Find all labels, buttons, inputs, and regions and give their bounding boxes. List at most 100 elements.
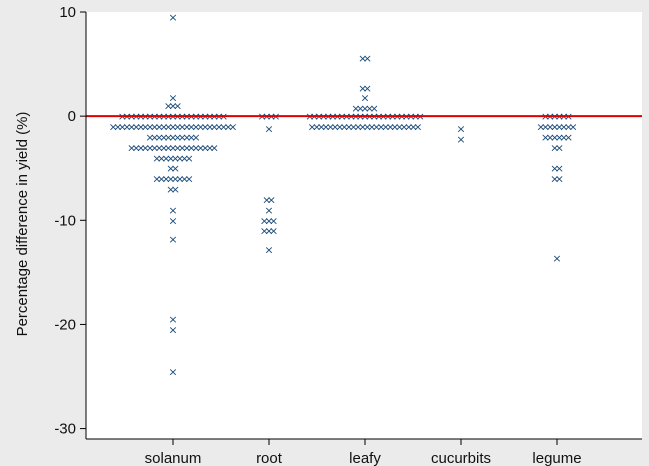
data-point-solanum: × [171, 173, 180, 186]
data-point-leafy: × [381, 121, 390, 134]
data-point-solanum: × [166, 173, 175, 186]
data-point-leafy: × [360, 91, 369, 104]
data-point-legume: × [564, 121, 573, 134]
data-point-root: × [267, 194, 276, 207]
data-point-legume: × [555, 131, 564, 144]
data-point-leafy: × [376, 121, 385, 134]
data-point-solanum: × [164, 100, 173, 113]
data-point-solanum: × [184, 173, 193, 186]
data-point-solanum: × [132, 121, 141, 134]
data-point-solanum: × [168, 121, 177, 134]
data-point-solanum: × [150, 141, 159, 154]
data-point-leafy: × [353, 121, 362, 134]
data-point-solanum: × [152, 152, 161, 165]
data-point-solanum: × [157, 173, 166, 186]
data-point-solanum: × [182, 131, 191, 144]
data-point-legume: × [550, 141, 559, 154]
data-point-cucurbits: × [456, 123, 465, 136]
data-point-solanum: × [210, 141, 219, 154]
data-point-leafy: × [358, 82, 367, 95]
data-point-solanum: × [168, 91, 177, 104]
data-point-legume: × [550, 162, 559, 175]
data-point-solanum: × [173, 121, 182, 134]
data-point-solanum: × [191, 121, 200, 134]
data-point-root: × [260, 214, 269, 227]
data-point-solanum: × [159, 131, 168, 144]
data-point-solanum: × [145, 131, 154, 144]
data-point-solanum: × [173, 100, 182, 113]
data-point-legume: × [550, 121, 559, 134]
data-point-leafy: × [326, 121, 335, 134]
data-point-solanum: × [168, 131, 177, 144]
data-point-solanum: × [191, 141, 200, 154]
data-point-root: × [269, 214, 278, 227]
data-point-solanum: × [214, 121, 223, 134]
data-point-solanum: × [155, 141, 164, 154]
y-tick-label: -10 [54, 212, 76, 229]
data-point-solanum: × [164, 121, 173, 134]
data-point-leafy: × [365, 102, 374, 115]
data-point-leafy: × [390, 121, 399, 134]
data-point-solanum: × [150, 121, 159, 134]
data-point-solanum: × [201, 121, 210, 134]
data-point-leafy: × [307, 121, 316, 134]
data-point-solanum: × [152, 173, 161, 186]
data-point-solanum: × [205, 141, 214, 154]
data-point-legume: × [550, 131, 559, 144]
data-point-solanum: × [109, 121, 118, 134]
data-point-solanum: × [136, 141, 145, 154]
data-point-solanum: × [168, 141, 177, 154]
data-point-solanum: × [127, 121, 136, 134]
data-point-solanum: × [168, 233, 177, 246]
data-point-leafy: × [386, 121, 395, 134]
data-point-legume: × [550, 173, 559, 186]
data-point-solanum: × [136, 121, 145, 134]
data-point-solanum: × [178, 121, 187, 134]
data-point-leafy: × [330, 121, 339, 134]
data-point-solanum: × [166, 162, 175, 175]
data-point-solanum: × [175, 152, 184, 165]
data-point-solanum: × [210, 121, 219, 134]
data-point-solanum: × [164, 141, 173, 154]
data-point-solanum: × [166, 183, 175, 196]
data-point-root: × [260, 225, 269, 238]
data-point-leafy: × [367, 121, 376, 134]
data-point-solanum: × [184, 152, 193, 165]
data-point-solanum: × [122, 121, 131, 134]
data-point-legume: × [564, 131, 573, 144]
data-point-solanum: × [168, 100, 177, 113]
data-point-cucurbits: × [456, 133, 465, 146]
data-point-root: × [264, 244, 273, 257]
x-tick-label-solanum: solanum [145, 450, 202, 466]
data-point-legume: × [555, 141, 564, 154]
data-point-solanum: × [180, 152, 189, 165]
data-point-solanum: × [168, 11, 177, 24]
x-tick-label-leafy: leafy [349, 450, 381, 466]
data-point-root: × [262, 194, 271, 207]
data-point-leafy: × [372, 121, 381, 134]
data-point-legume: × [541, 121, 550, 134]
data-point-leafy: × [317, 121, 326, 134]
data-point-solanum: × [155, 121, 164, 134]
data-point-solanum: × [161, 173, 170, 186]
data-point-leafy: × [358, 121, 367, 134]
data-point-leafy: × [363, 52, 372, 65]
data-point-solanum: × [161, 152, 170, 165]
data-point-leafy: × [358, 52, 367, 65]
data-point-root: × [269, 225, 278, 238]
data-point-solanum: × [118, 121, 127, 134]
data-point-solanum: × [164, 131, 173, 144]
data-point-solanum: × [178, 131, 187, 144]
y-tick-label: -30 [54, 421, 76, 438]
data-point-solanum: × [182, 121, 191, 134]
data-point-leafy: × [340, 121, 349, 134]
data-point-solanum: × [173, 141, 182, 154]
data-point-leafy: × [344, 121, 353, 134]
x-tick-label-cucurbits: cucurbits [431, 450, 491, 466]
data-point-leafy: × [349, 121, 358, 134]
data-point-root: × [264, 204, 273, 217]
data-point-solanum: × [196, 141, 205, 154]
data-point-leafy: × [335, 121, 344, 134]
